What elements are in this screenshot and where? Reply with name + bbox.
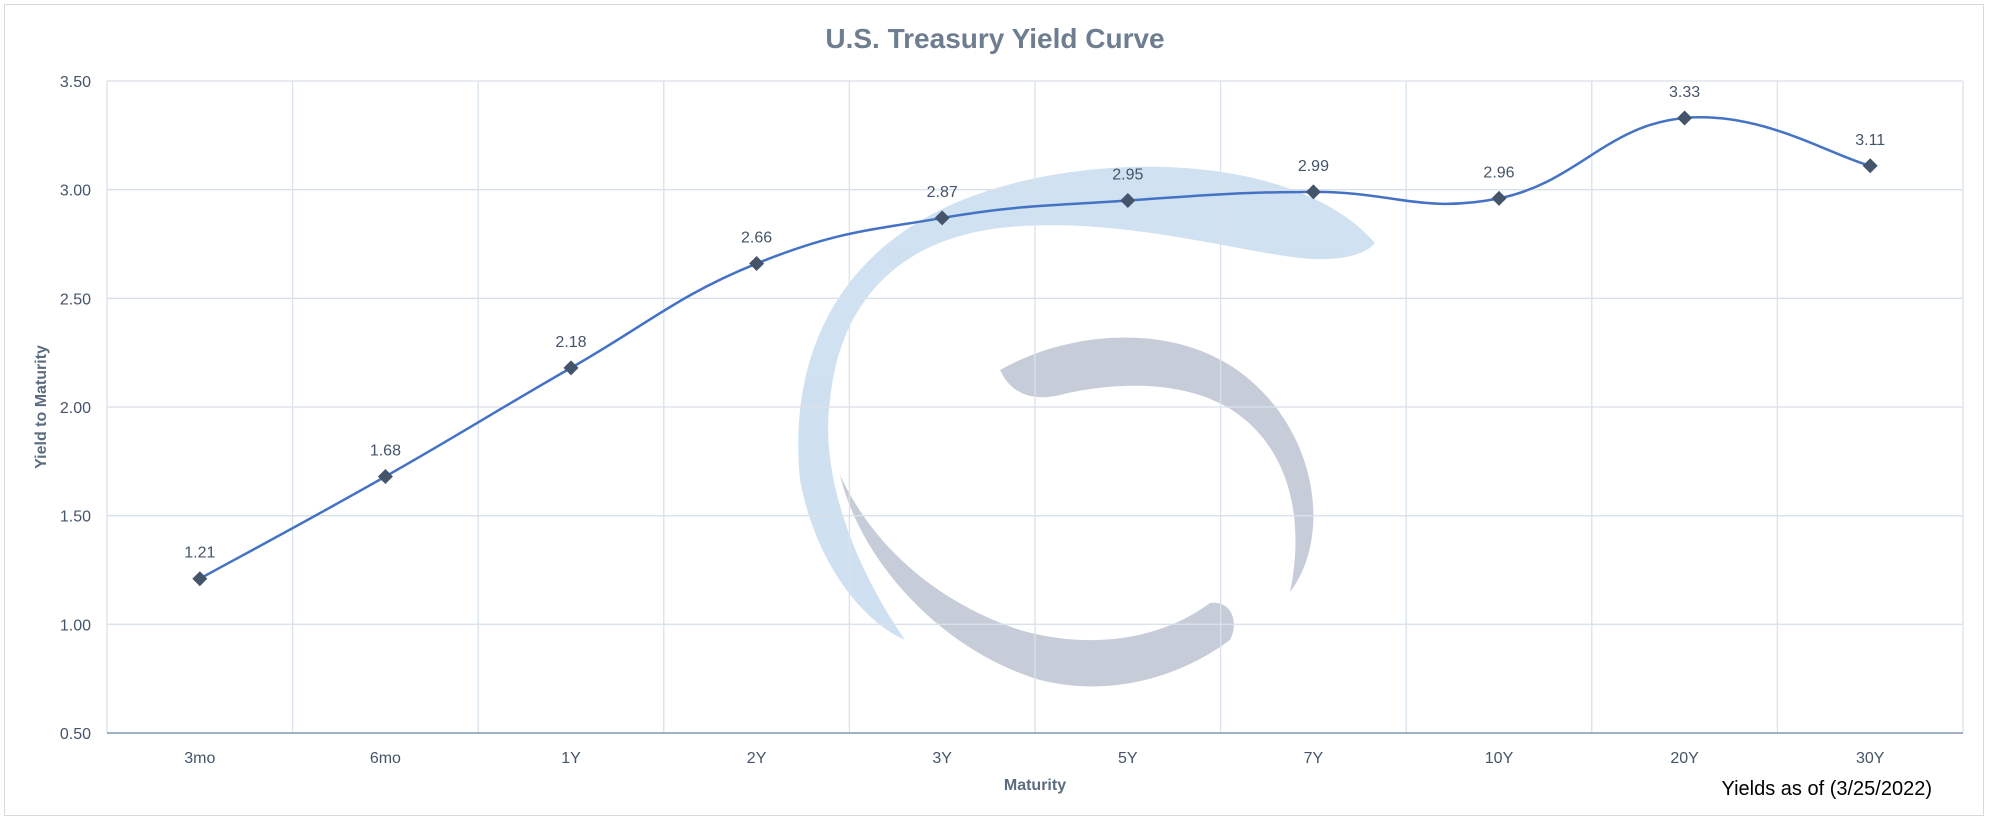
y-tick-label: 3.00 xyxy=(60,183,91,200)
x-tick-label: 2Y xyxy=(747,750,767,767)
series-markers xyxy=(192,110,1878,587)
x-tick-label: 3mo xyxy=(184,750,215,767)
x-tick-label: 3Y xyxy=(932,750,952,767)
x-axis-ticks: 3mo 6mo 1Y 2Y 3Y 5Y 7Y 10Y 20Y 30Y xyxy=(184,750,1885,767)
y-tick-label: 2.00 xyxy=(60,400,91,417)
data-point-marker xyxy=(749,256,765,272)
data-label: 2.96 xyxy=(1483,164,1514,181)
x-tick-label: 1Y xyxy=(561,750,581,767)
data-point-marker xyxy=(1491,190,1507,206)
chart-gridlines xyxy=(106,80,1964,733)
data-point-marker xyxy=(1120,193,1136,209)
series-line xyxy=(199,115,1871,580)
data-point-marker xyxy=(1677,110,1693,126)
data-point-marker xyxy=(192,571,208,587)
data-label: 3.11 xyxy=(1855,132,1885,149)
y-tick-label: 1.50 xyxy=(60,509,91,526)
data-point-marker xyxy=(934,210,950,226)
y-axis-title: Yield to Maturity xyxy=(33,345,50,469)
y-tick-label: 2.50 xyxy=(60,291,91,308)
watermark-logo xyxy=(798,166,1375,687)
x-tick-label: 7Y xyxy=(1304,750,1324,767)
yields-date-note: Yields as of (3/25/2022) xyxy=(1721,778,1933,800)
chart-title: U.S. Treasury Yield Curve xyxy=(825,23,1164,54)
data-label: 2.95 xyxy=(1112,167,1143,184)
data-point-marker xyxy=(563,360,579,376)
data-point-marker xyxy=(1862,158,1878,174)
chart-frame xyxy=(4,4,1984,816)
data-label: 2.18 xyxy=(555,334,586,351)
data-label: 2.99 xyxy=(1298,158,1329,175)
data-labels: 1.21 1.68 2.18 2.66 2.87 2.95 2.99 2.96 3.33 3.11 xyxy=(184,84,1885,562)
x-axis-title: Maturity xyxy=(1004,777,1066,794)
data-point-marker xyxy=(1305,184,1321,200)
data-label: 2.66 xyxy=(741,230,772,247)
data-label: 3.33 xyxy=(1669,84,1700,101)
y-tick-label: 1.00 xyxy=(60,617,91,634)
data-point-marker xyxy=(377,469,393,485)
x-tick-label: 5Y xyxy=(1118,750,1138,767)
data-label: 1.68 xyxy=(370,443,401,460)
y-axis-ticks: 0.50 1.00 1.50 2.00 2.50 3.00 3.50 xyxy=(60,74,91,743)
y-tick-label: 3.50 xyxy=(60,74,91,91)
data-label: 1.21 xyxy=(184,545,215,562)
x-tick-label: 30Y xyxy=(1856,750,1885,767)
x-tick-label: 20Y xyxy=(1670,750,1699,767)
x-tick-label: 10Y xyxy=(1485,750,1514,767)
y-tick-label: 0.50 xyxy=(60,726,91,743)
x-tick-label: 6mo xyxy=(370,750,401,767)
data-label: 2.87 xyxy=(927,184,958,201)
